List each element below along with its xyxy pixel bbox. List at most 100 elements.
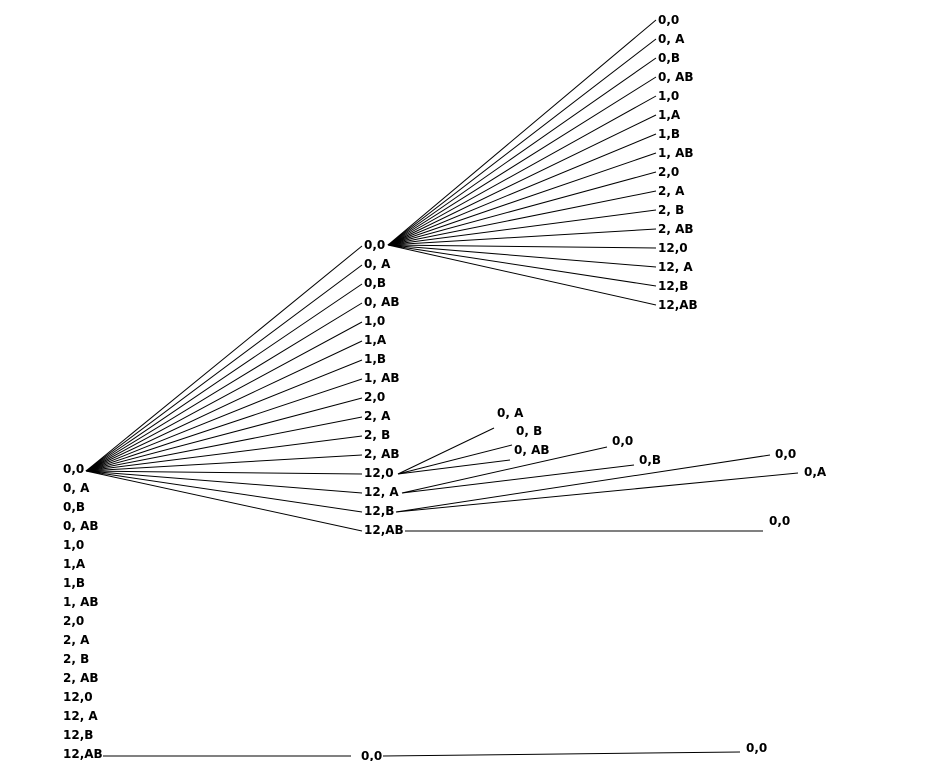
top-state-label: 0, A (658, 32, 685, 46)
edge-root-to-mid-11 (85, 454, 363, 472)
mid-state-label: 1, AB (364, 371, 400, 385)
edge-mid-to-top-10 (387, 209, 657, 246)
edge-mid-to-top-5 (387, 114, 657, 246)
root-chain-end-label: 0,0 (746, 741, 767, 755)
edge-mid-to-top-6 (387, 133, 657, 246)
top-state-label: 1,A (658, 108, 681, 122)
left-state-label: 1,A (63, 557, 86, 571)
edge-mid-to-top-0 (387, 19, 657, 246)
top-state-label: 2,0 (658, 165, 679, 179)
mid-state-label: 2, A (364, 409, 391, 423)
top-state-label: 1,B (658, 127, 680, 141)
edge-root-to-mid-12 (85, 470, 363, 475)
top-state-label: 12,0 (658, 241, 688, 255)
edge-mid-to-top-1 (387, 38, 657, 246)
mid-state-label: 12,0 (364, 466, 394, 480)
edge-root-to-mid-15 (85, 470, 363, 532)
branch-label-12B-0-0: 0,0 (775, 447, 796, 461)
edge-root-to-mid-8 (85, 397, 363, 472)
left-state-label: 2, AB (63, 671, 99, 685)
branch-label-12A-0-B: 0,B (639, 453, 661, 467)
mid-state-label: 2,0 (364, 390, 385, 404)
branch-label-12AB-0-0: 0,0 (769, 514, 790, 528)
edge-root-to-mid-7 (85, 378, 363, 472)
top-state-label: 0,B (658, 51, 680, 65)
left-state-label: 0,B (63, 500, 85, 514)
edge-root-to-mid-4 (85, 321, 363, 472)
left-state-label: 1,0 (63, 538, 84, 552)
mid-state-label: 12, A (364, 485, 399, 499)
edge-12-0-to-0-AB (397, 459, 511, 475)
mid-state-label: 0,B (364, 276, 386, 290)
edge-12-0-to-0-A (397, 427, 495, 475)
edge-root-to-mid-1 (85, 264, 363, 472)
edge-mid-to-top-9 (387, 190, 657, 246)
edge-mid-to-top-7 (387, 152, 657, 246)
edge-root-to-mid-0 (85, 245, 363, 472)
tree-labels: 0,0 0,0 0,0 0, A 0, A 0, A 0,B 0,B 0,B 0, AB 0, AB… (63, 13, 827, 761)
mid-state-label: 0,0 (364, 238, 385, 252)
mid-state-label: 1,B (364, 352, 386, 366)
mid-state-label: 1,A (364, 333, 387, 347)
edge-mid-to-top-14 (387, 244, 657, 287)
left-state-label: 2,0 (63, 614, 84, 628)
edge-12-A-to-0-0 (401, 446, 608, 494)
edge-mid-to-top-3 (387, 76, 657, 246)
top-state-label: 2, AB (658, 222, 694, 236)
edge-12-B-to-0-0 (395, 454, 771, 513)
edge-mid-to-top-12 (387, 244, 657, 249)
top-state-label: 2, A (658, 184, 685, 198)
edge-mid-to-top-8 (387, 171, 657, 246)
mid-state-label: 2, B (364, 428, 390, 442)
edge-mid-to-top-2 (387, 57, 657, 246)
mid-state-label: 12,AB (364, 523, 404, 537)
edge-mid-to-top-11 (387, 228, 657, 246)
left-state-label: 12, A (63, 709, 98, 723)
edge-12-B-to-0-A (395, 472, 799, 513)
edge-12-0-to-0-B (397, 444, 513, 475)
edge-root-to-mid-10 (85, 435, 363, 472)
edge-root-to-mid-13 (85, 470, 363, 494)
mid-state-label: 0, A (364, 257, 391, 271)
edge-mid-to-top-4 (387, 95, 657, 246)
left-state-label: 0, AB (63, 519, 99, 533)
branch-label-0-AB: 0, AB (514, 443, 550, 457)
edge-root-to-mid-9 (85, 416, 363, 472)
top-state-label: 0, AB (658, 70, 694, 84)
top-state-label: 12,AB (658, 298, 698, 312)
edge-mid-to-top-15 (387, 244, 657, 306)
mid-state-label: 1,0 (364, 314, 385, 328)
left-state-label: 1, AB (63, 595, 99, 609)
edge-12-A-to-0-B (401, 464, 635, 494)
left-state-label: 2, B (63, 652, 89, 666)
top-state-label: 2, B (658, 203, 684, 217)
left-state-label: 2, A (63, 633, 90, 647)
branch-label-0-A: 0, A (497, 406, 524, 420)
mid-state-label: 12,B (364, 504, 394, 518)
mid-state-label: 0, AB (364, 295, 400, 309)
edge-mid-to-top-13 (387, 244, 657, 268)
mid-state-label: 2, AB (364, 447, 400, 461)
edge-root-to-mid-2 (85, 283, 363, 472)
root-chain-mid-label: 0,0 (361, 749, 382, 761)
top-state-label: 12, A (658, 260, 693, 274)
top-state-label: 0,0 (658, 13, 679, 27)
edge-root-to-mid-5 (85, 340, 363, 472)
left-state-label: 12,AB (63, 747, 103, 761)
edge-root-to-mid-3 (85, 302, 363, 472)
left-state-label: 0,0 (63, 462, 84, 476)
left-state-label: 1,B (63, 576, 85, 590)
tree-edges (85, 19, 799, 757)
branch-label-12B-0-A: 0,A (804, 465, 827, 479)
branch-label-0-B: 0, B (516, 424, 542, 438)
edge-root-to-mid-14 (85, 470, 363, 513)
left-state-label: 12,0 (63, 690, 93, 704)
branch-label-12A-0-0: 0,0 (612, 434, 633, 448)
top-state-label: 1, AB (658, 146, 694, 160)
edge-root-to-mid-6 (85, 359, 363, 472)
edge-chain-to-0-0 (382, 751, 741, 757)
top-state-label: 1,0 (658, 89, 679, 103)
left-state-label: 12,B (63, 728, 93, 742)
left-state-label: 0, A (63, 481, 90, 495)
